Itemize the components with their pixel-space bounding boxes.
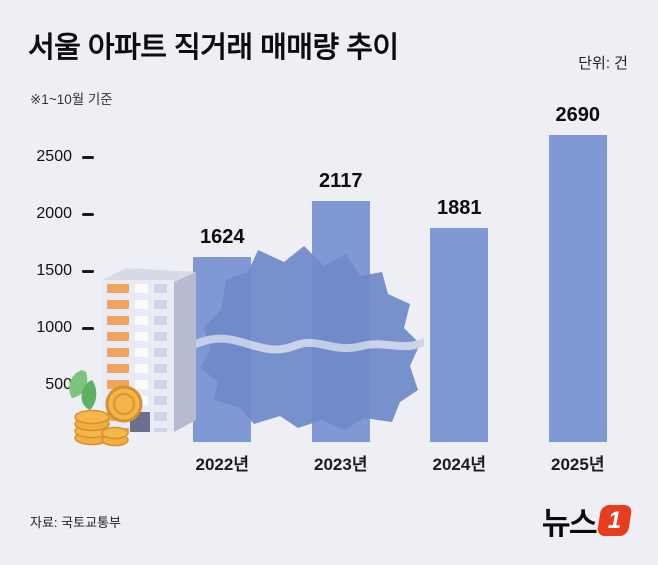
y-axis-tick-mark	[82, 383, 94, 387]
source-credit: 자료: 국토교통부	[30, 515, 121, 530]
x-axis-label: 2023년	[314, 455, 368, 474]
bar-value-label: 2690	[555, 104, 601, 126]
y-axis-tick-label: 1500	[36, 262, 72, 279]
y-axis-tick-label: 1000	[36, 319, 72, 336]
y-axis-tick: 2500	[18, 147, 94, 167]
x-axis: 2022년 2023년 2024년 2025년	[163, 450, 637, 475]
bar-value-label: 1881	[437, 197, 482, 219]
unit-label: 단위: 건	[578, 55, 628, 72]
y-axis-tick: 1000	[18, 318, 94, 338]
bar-group: 1624	[163, 226, 282, 442]
y-axis-tick-mark	[82, 155, 94, 159]
logo-text: 뉴스	[541, 506, 598, 541]
y-axis-tick-mark	[82, 269, 94, 273]
chart-title: 서울 아파트 직거래 매매량 추이	[28, 32, 399, 64]
bar-group: 1881	[400, 197, 519, 442]
bar-plot: 1624 2117 1881 2690	[163, 104, 637, 442]
logo-1-badge: 1	[596, 505, 633, 536]
leaf-icon	[69, 370, 97, 410]
x-axis-label: 2024년	[432, 455, 486, 474]
y-axis-tick-label: 2000	[36, 205, 72, 222]
logo-number: 1	[607, 506, 622, 534]
y-axis-tick-mark	[82, 212, 94, 216]
bar-group: 2690	[519, 104, 638, 442]
y-axis-tick-mark	[82, 326, 94, 330]
bar	[430, 228, 489, 442]
period-note: ※1~10월 기준	[30, 92, 113, 107]
bar-value-label: 1624	[200, 226, 245, 248]
news1-logo: 뉴스 1	[541, 498, 633, 543]
y-axis-tick-label: 500	[45, 376, 72, 393]
bar	[193, 257, 252, 442]
bar-group: 2117	[282, 170, 401, 442]
y-axis-tick-label: 2500	[36, 148, 72, 165]
y-axis-tick: 1500	[18, 261, 94, 281]
bar	[548, 135, 607, 442]
bar	[311, 201, 370, 442]
y-axis-tick: 500	[18, 375, 94, 395]
coin-stack-illustration	[74, 385, 143, 447]
x-axis-label: 2022년	[195, 455, 249, 474]
bar-value-label: 2117	[319, 170, 363, 192]
x-axis-label: 2025년	[551, 455, 605, 474]
y-axis-tick: 2000	[18, 204, 94, 224]
